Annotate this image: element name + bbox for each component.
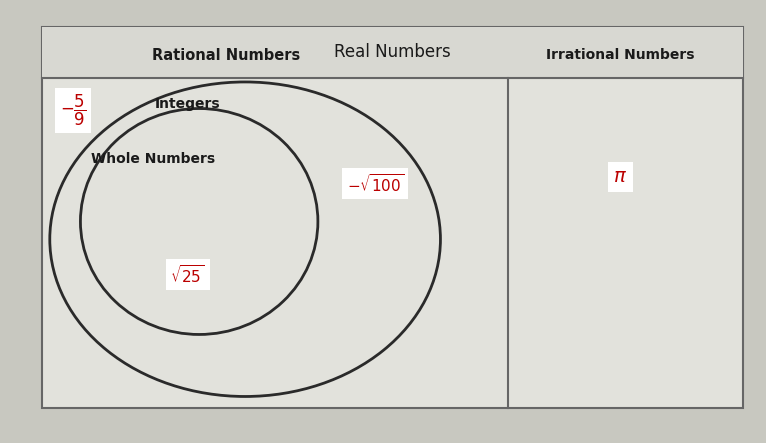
Text: Rational Numbers: Rational Numbers bbox=[152, 48, 300, 63]
Text: Integers: Integers bbox=[155, 97, 221, 111]
Bar bbox=[42, 27, 743, 408]
Text: $\sqrt{25}$: $\sqrt{25}$ bbox=[170, 264, 205, 286]
Text: $-\dfrac{5}{9}$: $-\dfrac{5}{9}$ bbox=[60, 93, 86, 128]
Text: $\pi$: $\pi$ bbox=[614, 168, 627, 186]
Text: $-\sqrt{100}$: $-\sqrt{100}$ bbox=[347, 173, 404, 195]
Bar bbox=[42, 27, 743, 78]
Text: Real Numbers: Real Numbers bbox=[334, 43, 451, 61]
Text: Irrational Numbers: Irrational Numbers bbox=[546, 48, 695, 62]
Text: Whole Numbers: Whole Numbers bbox=[91, 152, 215, 167]
